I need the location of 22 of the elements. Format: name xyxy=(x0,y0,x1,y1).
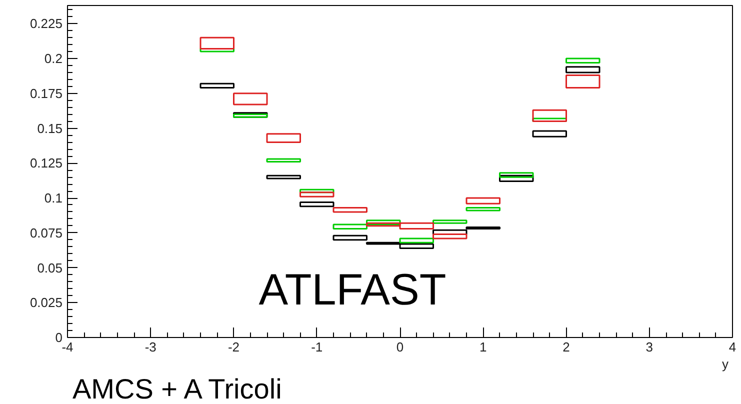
y-tick-label: 0.05 xyxy=(37,260,63,276)
x-axis-title: y xyxy=(722,356,729,372)
x-tick-label: 2 xyxy=(562,340,570,354)
x-tick-label: -3 xyxy=(144,340,156,354)
x-tick-label: -4 xyxy=(62,340,74,354)
y-tick-label: 0.225 xyxy=(30,16,63,32)
x-tick-label: 3 xyxy=(646,340,653,354)
y-tick-label: 0.2 xyxy=(44,51,63,66)
x-tick-label: 0 xyxy=(396,340,404,354)
x-tick-label: -2 xyxy=(228,340,240,354)
x-tick-label: 1 xyxy=(480,340,487,354)
text: AMCS + A Tricoli xyxy=(72,374,282,404)
y-tick-label: 0.075 xyxy=(30,225,63,240)
x-tick-label: -1 xyxy=(311,340,323,354)
y-tick-label: 0.1 xyxy=(44,190,63,206)
y-tick-label: 0.15 xyxy=(37,120,63,136)
y-tick-label: 0.175 xyxy=(30,86,63,101)
y-tick-label: 0.025 xyxy=(30,295,63,310)
annotation: ATLFAST xyxy=(258,265,446,314)
y-tick-label: 0 xyxy=(55,330,63,345)
x-tick-label: 4 xyxy=(728,340,736,354)
y-tick-label: 0.125 xyxy=(30,156,63,171)
